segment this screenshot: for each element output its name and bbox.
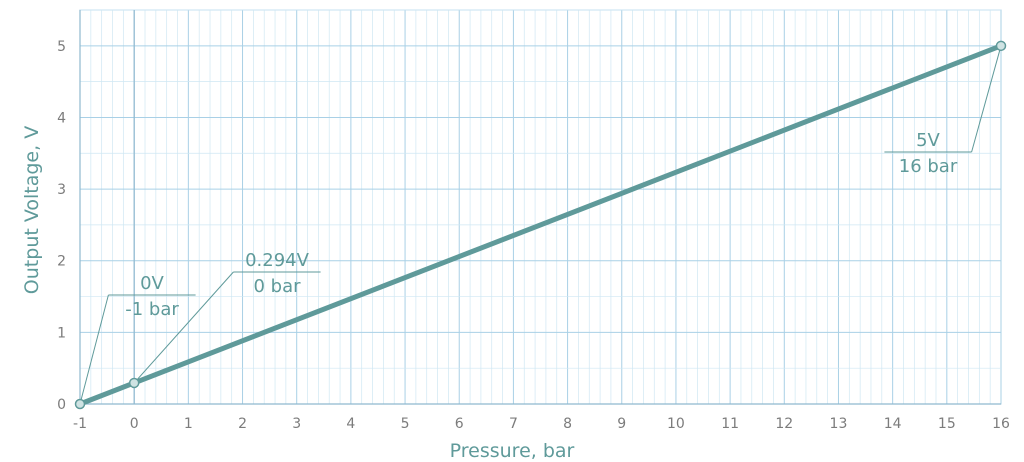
x-tick-label: 1: [184, 416, 193, 432]
y-tick-labels: 0 1 2 3 4 5: [57, 39, 66, 413]
x-tick-label: 11: [721, 416, 739, 432]
series-group: [77, 43, 1004, 407]
x-tick-label: 9: [617, 416, 626, 432]
x-tick-label: 5: [401, 416, 410, 432]
y-axis-label: Output Voltage, V: [21, 126, 43, 294]
point-label-pressure: 0 bar: [253, 276, 301, 297]
data-point: [995, 40, 1007, 52]
y-tick-label: 5: [57, 39, 66, 55]
point-label-voltage: 5V: [916, 130, 940, 151]
x-tick-label: 16: [992, 416, 1010, 432]
x-tick-labels: -1 0 1 2 3 4 5 6 7 8 9 10 11 12 13 14 15 16: [73, 416, 1010, 432]
x-tick-label: 3: [292, 416, 301, 432]
x-tick-label: 8: [563, 416, 572, 432]
x-axis-label: Pressure, bar: [450, 440, 575, 462]
x-tick-label: -1: [73, 416, 87, 432]
point-label-pressure: -1 bar: [125, 299, 179, 320]
point-label-pressure: 16 bar: [899, 156, 958, 177]
x-tick-label: 15: [938, 416, 956, 432]
data-point: [128, 377, 140, 389]
y-tick-label: 0: [57, 397, 66, 413]
x-tick-label: 4: [346, 416, 355, 432]
annotations: 0V -1 bar 0.294V 0 bar 5V 16 bar: [74, 40, 1007, 410]
x-tick-label: 7: [509, 416, 518, 432]
grid: [79, 9, 1002, 405]
leader-line: [133, 271, 234, 384]
point-label-voltage: 0.294V: [245, 250, 310, 271]
plot-area: [79, 9, 1002, 405]
x-tick-label: 10: [667, 416, 685, 432]
x-tick-label: 6: [455, 416, 464, 432]
y-tick-label: 1: [57, 325, 66, 341]
axes: [79, 10, 1001, 405]
x-tick-label: 0: [130, 416, 139, 432]
data-point: [74, 398, 86, 410]
x-tick-label: 13: [830, 416, 848, 432]
y-tick-label: 3: [57, 182, 66, 198]
x-tick-label: 12: [775, 416, 793, 432]
leader-line: [971, 45, 1002, 153]
series-line: [77, 43, 1004, 407]
point-label-voltage: 0V: [140, 273, 164, 294]
x-tick-label: 2: [238, 416, 247, 432]
x-tick-label: 14: [884, 416, 902, 432]
leader-line: [79, 294, 109, 405]
y-tick-label: 2: [57, 254, 66, 270]
y-tick-label: 4: [57, 110, 66, 126]
